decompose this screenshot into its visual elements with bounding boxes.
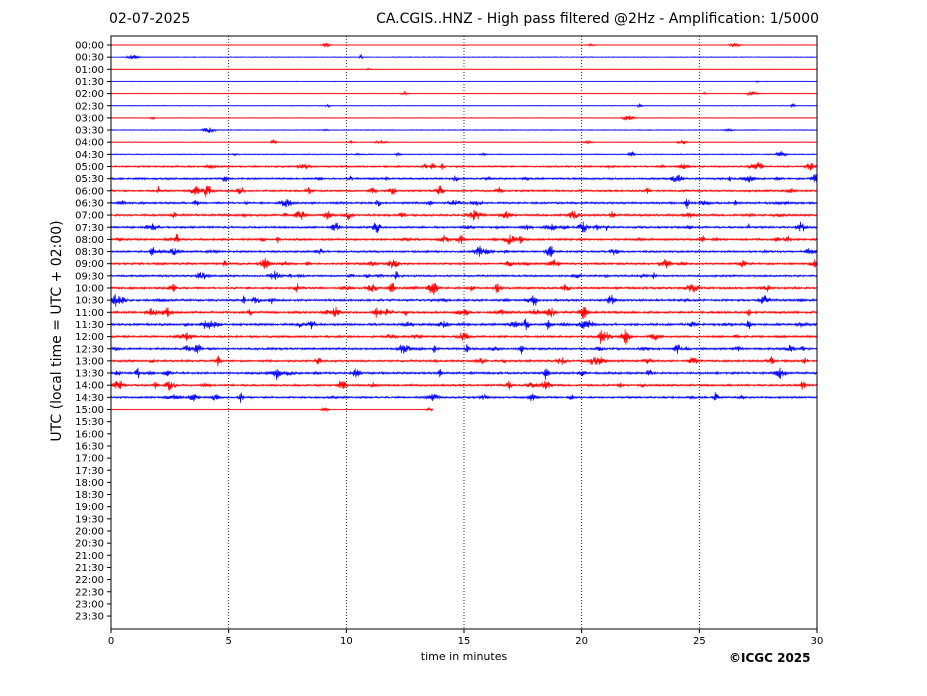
y-tick-label: 16:00	[75, 429, 104, 440]
y-tick-label: 17:00	[75, 454, 104, 465]
trace-08:30	[110, 245, 817, 257]
trace-02:30	[110, 103, 817, 109]
y-tick-label: 22:30	[75, 587, 104, 598]
y-tick-label: 09:30	[75, 271, 104, 282]
y-axis-label: UTC (local time = UTC + 02:00)	[49, 220, 65, 442]
trace-08:00	[110, 233, 817, 245]
y-tick-label: 20:00	[75, 527, 104, 538]
trace-10:30	[110, 293, 817, 307]
y-tick-label: 18:30	[75, 490, 104, 501]
trace-06:30	[110, 198, 817, 209]
y-tick-label: 19:00	[75, 502, 104, 513]
plot-title: CA.CGIS..HNZ - High pass filtered @2Hz -…	[376, 11, 819, 27]
y-tick-label: 21:00	[75, 551, 104, 562]
y-tick-label: 14:30	[75, 393, 104, 404]
y-tick-label: 05:00	[75, 162, 104, 173]
trace-05:00	[110, 162, 817, 171]
y-tick-label: 04:00	[75, 138, 104, 149]
y-tick-label: 23:30	[75, 612, 104, 623]
y-tick-label: 13:00	[75, 356, 104, 367]
y-tick-label: 13:30	[75, 369, 104, 380]
y-tick-label: 15:00	[75, 405, 104, 416]
y-tick-label: 12:30	[75, 344, 104, 355]
trace-00:30	[110, 54, 817, 60]
y-tick-label: 05:30	[75, 174, 104, 185]
trace-00:00	[110, 42, 817, 48]
trace-13:00	[110, 355, 817, 367]
y-tick-label: 07:30	[75, 223, 104, 234]
y-tick-label: 00:30	[75, 53, 104, 64]
plot-date: 02-07-2025	[109, 11, 191, 27]
trace-07:30	[110, 221, 817, 234]
trace-14:00	[110, 380, 817, 391]
trace-14:30	[110, 392, 817, 403]
y-tick-label: 10:00	[75, 284, 104, 295]
x-axis-label: time in minutes	[420, 650, 508, 663]
y-tick-label: 23:00	[75, 599, 104, 610]
y-tick-label: 02:30	[75, 101, 104, 112]
y-tick-label: 19:30	[75, 514, 104, 525]
copyright-text: ©ICGC 2025	[729, 651, 811, 665]
trace-09:30	[110, 270, 817, 280]
trace-04:00	[110, 139, 817, 145]
trace-05:30	[110, 174, 817, 183]
trace-06:00	[110, 185, 817, 198]
y-tick-label: 09:00	[75, 259, 104, 270]
trace-04:30	[110, 150, 817, 157]
y-tick-label: 11:30	[75, 320, 104, 331]
trace-11:30	[110, 318, 817, 331]
y-tick-label: 07:00	[75, 211, 104, 222]
x-tick-label: 0	[108, 636, 114, 647]
y-tick-label: 06:00	[75, 186, 104, 197]
y-tick-label: 22:00	[75, 575, 104, 586]
y-tick-label: 12:00	[75, 332, 104, 343]
trace-07:00	[110, 209, 817, 221]
x-tick-label: 10	[340, 636, 353, 647]
y-tick-label: 16:30	[75, 441, 104, 452]
y-tick-label: 08:30	[75, 247, 104, 258]
y-tick-label: 17:30	[75, 466, 104, 477]
y-tick-label: 15:30	[75, 417, 104, 428]
y-tick-label: 03:30	[75, 126, 104, 137]
trace-01:00	[110, 67, 817, 71]
trace-03:00	[110, 115, 817, 121]
y-tick-label: 20:30	[75, 539, 104, 550]
x-tick-label: 25	[693, 636, 706, 647]
y-tick-label: 01:00	[75, 65, 104, 76]
trace-13:30	[110, 367, 817, 381]
trace-03:30	[110, 127, 817, 134]
y-tick-label: 21:30	[75, 563, 104, 574]
trace-01:30	[110, 80, 817, 84]
y-tick-label: 02:00	[75, 89, 104, 100]
y-tick-label: 00:00	[75, 41, 104, 52]
y-tick-label: 03:00	[75, 113, 104, 124]
x-tick-label: 20	[575, 636, 588, 647]
y-tick-label: 08:00	[75, 235, 104, 246]
y-tick-label: 11:00	[75, 308, 104, 319]
trace-02:00	[110, 90, 817, 97]
x-tick-label: 30	[811, 636, 824, 647]
y-tick-label: 14:00	[75, 381, 104, 392]
x-tick-label: 5	[225, 636, 231, 647]
y-tick-label: 18:00	[75, 478, 104, 489]
y-tick-label: 10:30	[75, 296, 104, 307]
y-tick-label: 04:30	[75, 150, 104, 161]
y-tick-label: 01:30	[75, 77, 104, 88]
trace-11:00	[110, 306, 817, 319]
trace-12:00	[110, 329, 817, 345]
trace-10:00	[110, 283, 817, 296]
trace-09:00	[110, 257, 817, 269]
y-tick-label: 06:30	[75, 198, 104, 209]
trace-12:30	[110, 344, 817, 355]
trace-15:00	[110, 406, 434, 413]
x-tick-label: 15	[458, 636, 471, 647]
